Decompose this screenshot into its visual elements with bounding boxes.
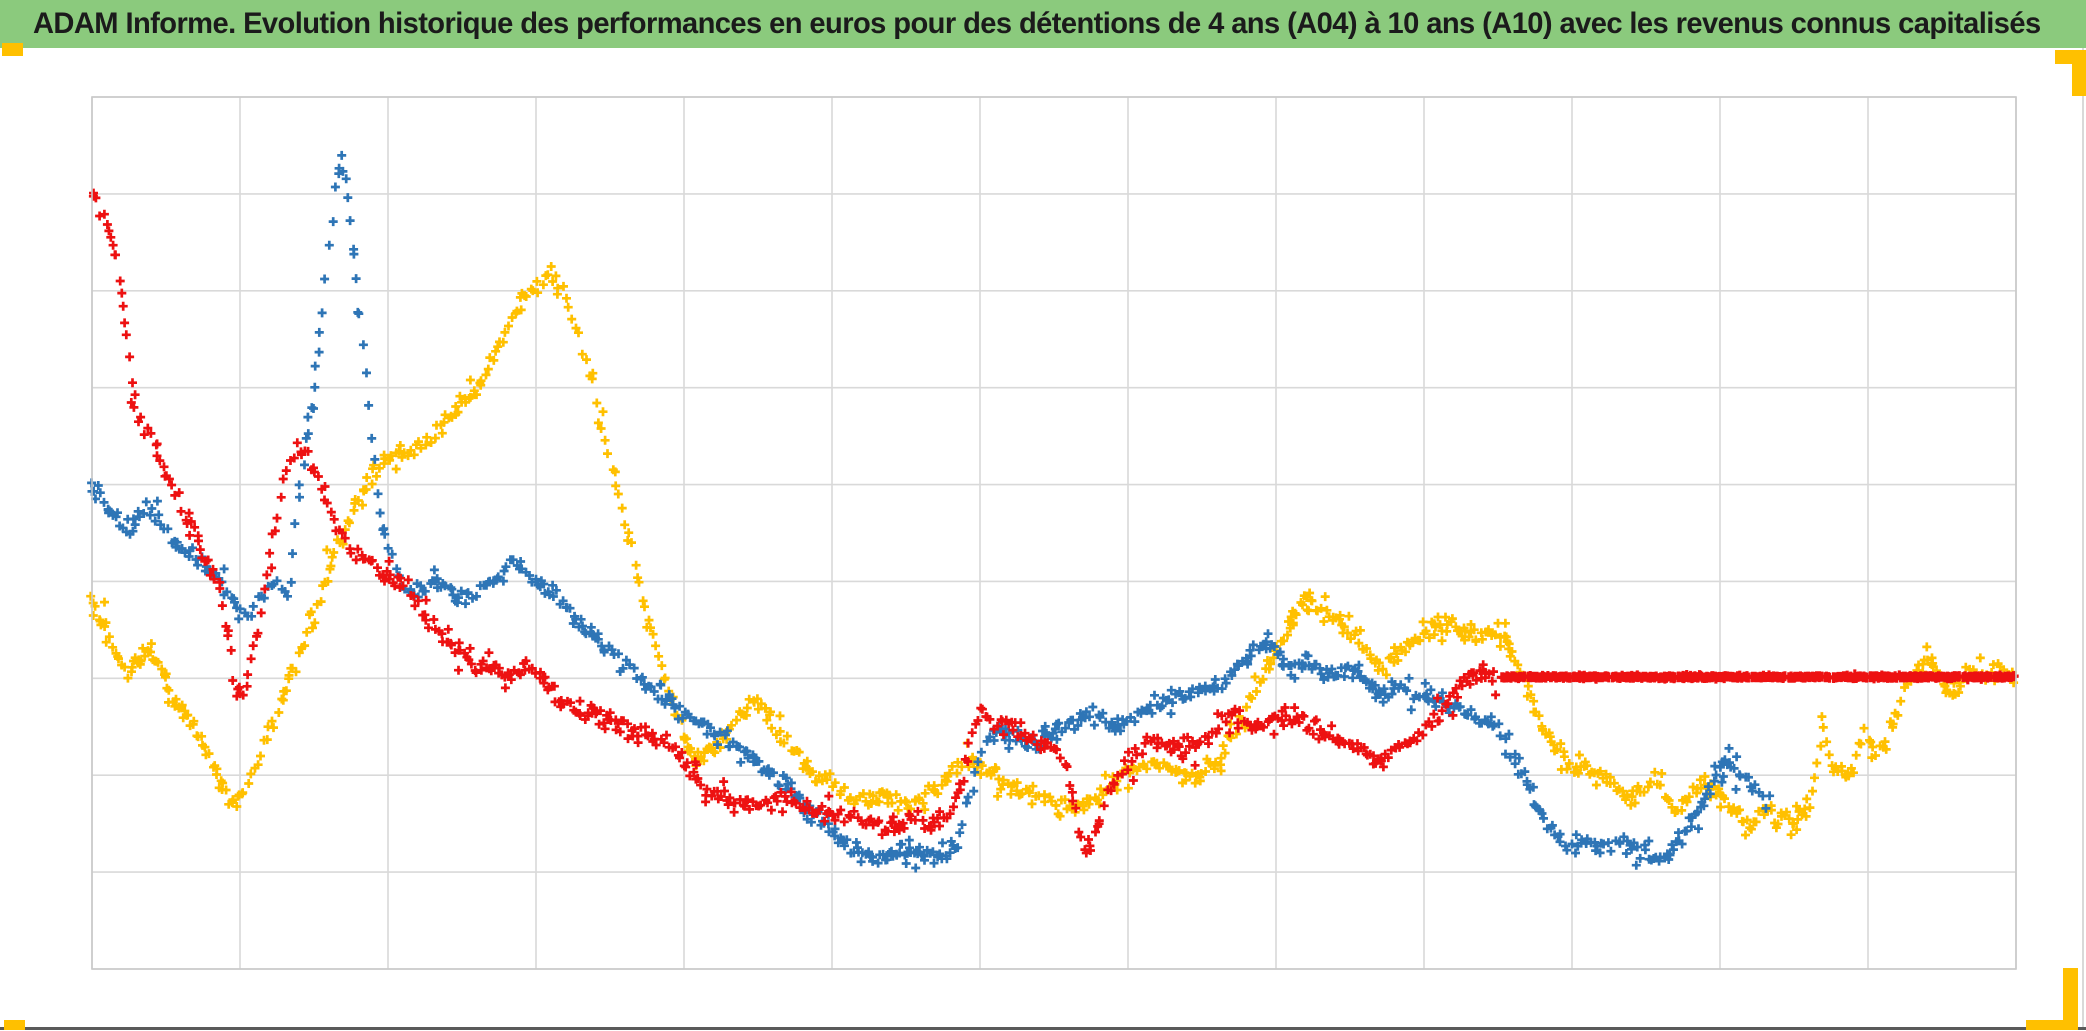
series-red[interactable]: [88, 188, 1501, 858]
series-blue[interactable]: [87, 150, 1775, 873]
selection-handle-top-right-v[interactable]: [2072, 50, 2086, 96]
plot-area-border[interactable]: [91, 96, 2017, 970]
series-yellow[interactable]: [86, 262, 2019, 840]
selection-handle-bottom-right-h[interactable]: [2026, 1020, 2078, 1030]
series-red-flat-line[interactable]: [1496, 669, 2019, 685]
selection-handle-bottom-left[interactable]: [4, 1020, 25, 1030]
title-bar: ADAM Informe. Evolution historique des p…: [0, 0, 2086, 48]
page-title: ADAM Informe. Evolution historique des p…: [32, 7, 2041, 40]
selection-handle-bottom-right-v[interactable]: [2063, 968, 2078, 1027]
sheet-bottom-border: [0, 1027, 2086, 1030]
chart-right-border: [2082, 48, 2084, 1027]
selection-handle-top-left[interactable]: [2, 43, 23, 56]
